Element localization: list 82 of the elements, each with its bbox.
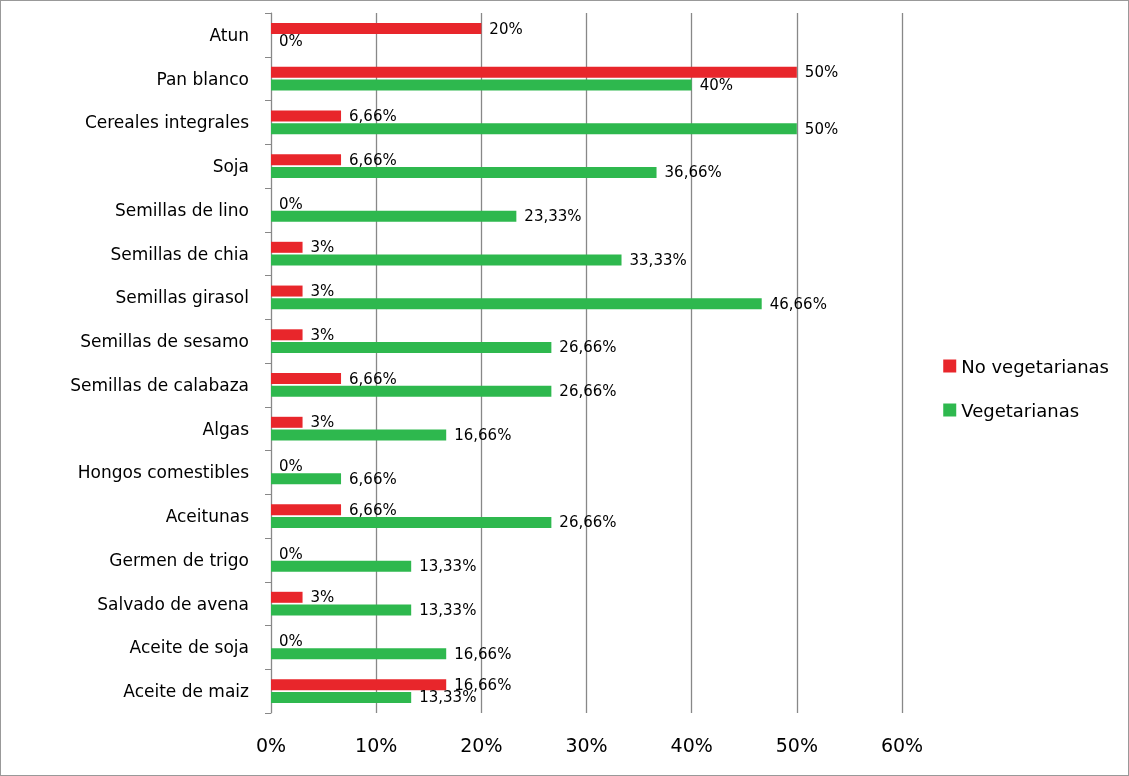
data-label: 0%: [279, 544, 303, 563]
bar: [271, 254, 622, 266]
bar: [271, 110, 342, 122]
bar: [271, 648, 447, 660]
data-label: 6,66%: [349, 150, 397, 169]
y-tick-label: Pan blanco: [156, 68, 249, 89]
data-label: 26,66%: [559, 338, 617, 357]
data-label: 26,66%: [559, 513, 617, 532]
bar: [271, 154, 342, 166]
y-tick-label: Aceitunas: [165, 506, 250, 527]
x-tick-label: 20%: [460, 733, 503, 756]
bar: [271, 429, 447, 441]
data-label: 0%: [279, 194, 303, 213]
y-tick-label: Cereales integrales: [84, 112, 250, 133]
x-tick-label: 30%: [565, 733, 608, 756]
data-label: 6,66%: [349, 500, 397, 519]
bar: [271, 385, 552, 397]
data-label: 26,66%: [559, 382, 617, 401]
bar: [271, 166, 657, 178]
bar: [271, 516, 552, 528]
data-label: 16,66%: [454, 644, 512, 663]
y-tick-label: Germen de trigo: [109, 549, 249, 570]
data-label: 13,33%: [419, 600, 477, 619]
y-tick-label: Atun: [209, 24, 249, 45]
data-label: 50%: [804, 63, 839, 82]
bar: [271, 473, 342, 485]
data-label: 0%: [279, 632, 303, 651]
data-label: 3%: [310, 325, 335, 344]
data-label: 33,33%: [629, 250, 687, 269]
data-label: 50%: [804, 119, 839, 138]
bar: [271, 373, 342, 385]
data-label: 23,33%: [524, 207, 582, 226]
y-tick-label: Aceite de maiz: [123, 681, 250, 702]
data-label: 16,66%: [454, 425, 512, 444]
y-tick-label: Soja: [212, 156, 249, 177]
data-label: 36,66%: [664, 163, 722, 182]
legend-label: Vegetarianas: [961, 399, 1080, 421]
y-tick-label: Algas: [202, 418, 250, 439]
bar: [271, 79, 692, 91]
y-tick-label: Semillas de lino: [115, 199, 249, 220]
y-tick-label: Hongos comestibles: [77, 462, 250, 483]
data-label: 6,66%: [349, 369, 397, 388]
bar: [271, 23, 482, 35]
bar: [271, 604, 412, 616]
x-tick-label: 50%: [775, 733, 818, 756]
x-tick-label: 0%: [255, 733, 287, 756]
data-label: 0%: [279, 457, 303, 476]
bar: [271, 298, 762, 310]
y-tick-label: Semillas de sesamo: [80, 331, 249, 352]
bar: [271, 504, 342, 516]
bar: [271, 329, 303, 341]
data-label: 13,33%: [419, 557, 477, 576]
y-tick-label: Semillas de chia: [110, 243, 249, 264]
data-label: 20%: [489, 19, 523, 38]
data-label: 3%: [310, 238, 335, 257]
bar: [271, 691, 412, 703]
y-tick-label: Semillas girasol: [115, 287, 249, 308]
y-tick-label: Semillas de calabaza: [70, 374, 249, 395]
data-label: 40%: [699, 75, 734, 94]
bar: [271, 123, 797, 135]
x-tick-label: 10%: [355, 733, 398, 756]
x-tick-label: 40%: [670, 733, 713, 756]
data-label: 3%: [310, 413, 335, 432]
x-tick-label: 60%: [880, 733, 924, 756]
data-label: 6,66%: [349, 107, 397, 126]
bar: [271, 341, 552, 353]
bar: [271, 66, 797, 78]
y-tick-label: Salvado de avena: [97, 593, 249, 614]
data-label: 0%: [279, 32, 303, 51]
data-label: 6,66%: [349, 469, 397, 488]
data-label: 3%: [310, 588, 335, 607]
data-label: 3%: [310, 282, 335, 301]
bar: [271, 679, 447, 691]
bar: [271, 285, 303, 297]
bar: [271, 560, 412, 572]
data-label: 46,66%: [769, 294, 827, 313]
legend-label: No vegetarianas: [961, 355, 1109, 377]
bar: [271, 416, 303, 428]
bar: [271, 591, 303, 603]
y-tick-label: Aceite de soja: [129, 637, 249, 658]
bar: [271, 210, 517, 222]
bar: [271, 241, 303, 253]
